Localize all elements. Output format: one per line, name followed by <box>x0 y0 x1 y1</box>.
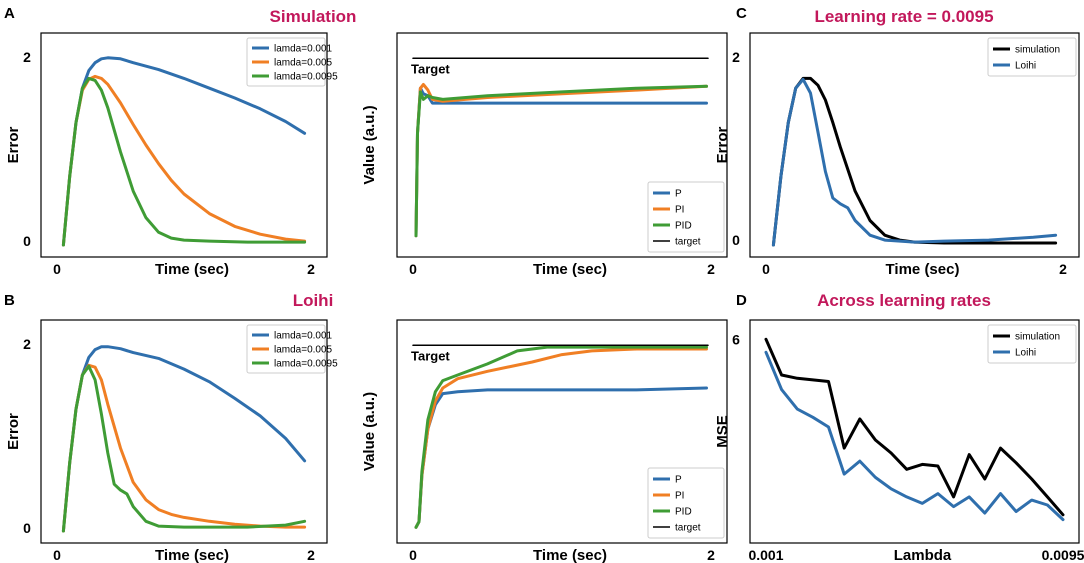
x-tick-label: 2 <box>1059 261 1067 277</box>
axes-frame <box>396 32 728 258</box>
y-axis-label: MSE <box>714 415 731 448</box>
title-loihi: Loihi <box>293 291 334 310</box>
x-axis-label: Time (sec) <box>155 547 229 563</box>
x-axis-label: Time (sec) <box>886 261 960 278</box>
legend-label: lamda=0.0095 <box>274 72 338 83</box>
y-axis-label: Value (a.u.) <box>361 105 378 184</box>
x-tick-label: 0 <box>53 261 61 277</box>
x-tick-label: 2 <box>307 261 315 277</box>
legend-label: P <box>675 189 682 200</box>
series-line-pid <box>414 345 708 529</box>
legend: simulation Loihi <box>987 324 1077 364</box>
y-axis-label: Error <box>714 127 731 164</box>
legend-label: target <box>675 237 701 248</box>
chart-B_value: Target 0 2 Time (sec) Value (a.u.) P PI PID targ… <box>361 319 728 563</box>
axes-frame <box>40 32 328 258</box>
legend-box <box>246 37 326 87</box>
x-axis-label: Time (sec) <box>155 261 229 278</box>
legend-label: lamda=0.005 <box>274 58 333 69</box>
axes-frame <box>40 319 328 544</box>
legend-label: PID <box>675 507 692 518</box>
series-line-loihi <box>771 77 1058 247</box>
series-line-loihi <box>764 350 1065 522</box>
panel-letter-d: D <box>736 292 747 309</box>
series-line-lamda-0-005 <box>61 74 307 247</box>
title-across-learning-rates: Across learning rates <box>817 291 991 310</box>
series-line-lamda-0-005 <box>61 363 307 533</box>
legend-box <box>647 467 725 539</box>
x-axis-label: Time (sec) <box>533 261 607 278</box>
x-axis-label: Time (sec) <box>533 547 607 563</box>
legend: lamda=0.001 lamda=0.005 lamda=0.0095 <box>246 324 338 374</box>
y-tick-label: 2 <box>732 49 740 65</box>
x-tick-label: 0 <box>409 547 417 563</box>
series-line-lamda-0-0095 <box>61 364 307 533</box>
legend-label: simulation <box>1015 332 1060 343</box>
panel-letter-b: B <box>4 292 15 309</box>
x-tick-label: 2 <box>307 547 315 563</box>
x-tick-label: 0.0095 <box>1042 547 1084 563</box>
x-tick-label: 2 <box>707 261 715 277</box>
legend-box <box>647 181 725 253</box>
series-line-pid <box>414 84 708 238</box>
x-axis-label: Lambda <box>894 547 952 563</box>
chart-A_value: Target 0 2 Time (sec) Value (a.u.) P PI PID targ… <box>361 32 728 278</box>
legend-label: PI <box>675 491 684 502</box>
legend-label: simulation <box>1015 45 1060 56</box>
chart-D_mse: 0.001 0.0095 6 Lambda MSE simulation Loihi <box>714 319 1084 563</box>
legend-label: target <box>675 523 701 534</box>
y-tick-label: 2 <box>23 49 31 65</box>
y-axis-label: Error <box>5 127 22 164</box>
axes-frame <box>749 319 1080 544</box>
legend-box <box>246 324 326 374</box>
chart-C_error: 0 2 0 2 Time (sec) Error simulation Loihi <box>714 32 1080 278</box>
y-axis-label: Value (a.u.) <box>361 392 378 471</box>
x-tick-label: 0 <box>53 547 61 563</box>
y-tick-label: 2 <box>23 336 31 352</box>
series-line-simulation <box>771 76 1058 247</box>
legend: lamda=0.001 lamda=0.005 lamda=0.0095 <box>246 37 338 87</box>
axes-frame <box>396 319 728 544</box>
legend-label: lamda=0.001 <box>274 331 333 342</box>
x-tick-label: 0 <box>409 261 417 277</box>
x-tick-label: 0 <box>762 261 770 277</box>
y-tick-label: 0 <box>732 232 740 248</box>
axes-frame <box>749 32 1080 258</box>
y-tick-label: 6 <box>732 331 740 347</box>
title-simulation: Simulation <box>270 7 357 26</box>
legend: simulation Loihi <box>987 37 1077 77</box>
panel-letter-c: C <box>736 5 747 22</box>
x-tick-label: 0.001 <box>748 547 783 563</box>
y-axis-label: Error <box>5 413 22 450</box>
legend-label: Loihi <box>1015 61 1036 72</box>
series-line-simulation <box>764 337 1065 517</box>
title-learning-rate: Learning rate = 0.0095 <box>814 7 993 26</box>
legend-label: PI <box>675 205 684 216</box>
panel-letter-a: A <box>4 5 15 22</box>
legend-label: PID <box>675 221 692 232</box>
legend-label: P <box>675 475 682 486</box>
legend: P PI PID target <box>647 181 725 253</box>
legend-label: Loihi <box>1015 348 1036 359</box>
series-line-lamda-0-0095 <box>61 76 307 247</box>
target-annotation: Target <box>411 348 450 363</box>
legend-label: lamda=0.0095 <box>274 359 338 370</box>
target-annotation: Target <box>411 61 450 76</box>
legend: P PI PID target <box>647 467 725 539</box>
x-tick-label: 2 <box>707 547 715 563</box>
legend-label: lamda=0.005 <box>274 345 333 356</box>
legend-label: lamda=0.001 <box>274 44 333 55</box>
y-tick-label: 0 <box>23 233 31 249</box>
y-tick-label: 0 <box>23 520 31 536</box>
